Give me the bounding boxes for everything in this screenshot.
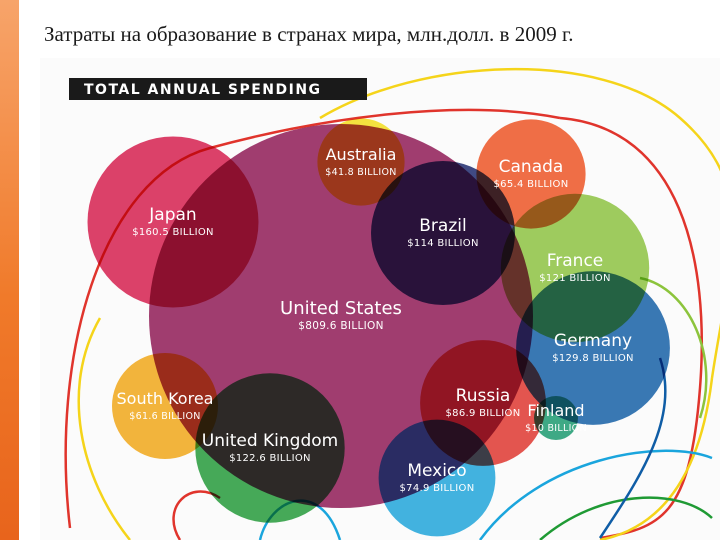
decorative-curve-10 bbox=[598, 357, 667, 539]
decorative-curve-7 bbox=[478, 449, 713, 540]
title-banner bbox=[69, 78, 367, 100]
bubble-value-united-kingdom: $122.6 BILLION bbox=[229, 453, 311, 464]
bubble-finland bbox=[534, 396, 578, 440]
decorative-curve-4 bbox=[599, 377, 714, 540]
bubble-value-japan: $160.5 BILLION bbox=[132, 227, 214, 238]
bubble-value-france: $121 BILLION bbox=[539, 273, 610, 284]
bubble-south-korea bbox=[112, 353, 218, 459]
bubble-label-japan: Japan bbox=[148, 205, 196, 225]
bubble-value-brazil: $114 BILLION bbox=[407, 238, 478, 249]
bubble-united-kingdom bbox=[195, 373, 345, 523]
bubble-mexico bbox=[378, 419, 496, 537]
chart-title: TOTAL ANNUAL SPENDING bbox=[84, 82, 322, 98]
bubbles-layer: United States$809.6 BILLION Japan $160.5 B… bbox=[87, 118, 670, 537]
bubble-label-france: France bbox=[547, 251, 604, 271]
bubble-label-south-korea: South Korea bbox=[117, 389, 214, 408]
bubble-brazil bbox=[371, 161, 515, 305]
bubble-value-russia: $86.9 BILLION bbox=[446, 408, 521, 419]
bubble-value-finland: $10 BILLION bbox=[525, 423, 587, 434]
bubble-value-germany: $129.8 BILLION bbox=[552, 353, 634, 364]
bubble-label-australia: Australia bbox=[326, 145, 397, 164]
bubble-chart: TOTAL ANNUAL SPENDING United States $809.… bbox=[40, 58, 720, 540]
bubble-label-brazil: Brazil bbox=[419, 216, 466, 236]
bubble-value-australia: $41.8 BILLION bbox=[325, 167, 396, 178]
bubble-value-canada: $65.4 BILLION bbox=[494, 179, 569, 190]
bubble-label-mexico: Mexico bbox=[407, 461, 466, 481]
decorative-curve-5 bbox=[77, 317, 131, 540]
side-accent-bar bbox=[0, 0, 19, 540]
bubble-label-germany: Germany bbox=[554, 331, 632, 351]
bubble-value-mexico: $74.9 BILLION bbox=[400, 483, 475, 494]
bubble-value-south-korea: $61.6 BILLION bbox=[129, 411, 200, 422]
bubble-label-russia: Russia bbox=[456, 386, 511, 406]
bubble-france bbox=[500, 193, 650, 343]
bubble-chart-svg: TOTAL ANNUAL SPENDING United States$809.… bbox=[64, 67, 720, 540]
bubble-value-united-states: $809.6 BILLION bbox=[298, 320, 384, 332]
bubble-label-united-states: United States bbox=[280, 298, 402, 319]
bubble-label-canada: Canada bbox=[499, 157, 564, 177]
decorative-curve-11 bbox=[172, 490, 221, 540]
bubble-label-united-kingdom: United Kingdom bbox=[202, 431, 338, 451]
bubble-australia bbox=[317, 118, 405, 206]
bubble-canada bbox=[476, 119, 586, 229]
bubble-label-finland: Finland bbox=[527, 401, 584, 420]
slide-title: Затраты на образование в странах мира, м… bbox=[44, 22, 574, 46]
decorative-curve-9 bbox=[639, 276, 708, 419]
bubble-japan bbox=[87, 136, 259, 308]
decorative-curve-3 bbox=[319, 67, 720, 379]
decorative-curve-2 bbox=[559, 116, 703, 540]
decorative-curve-8 bbox=[539, 496, 713, 540]
